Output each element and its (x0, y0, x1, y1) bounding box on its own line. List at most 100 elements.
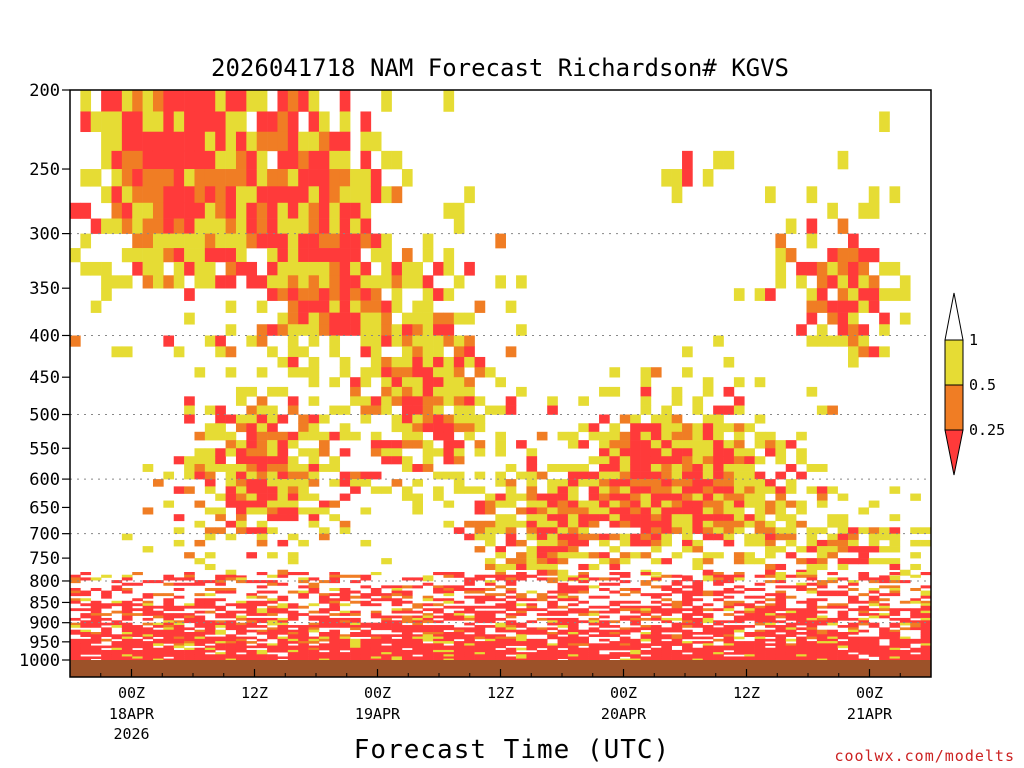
heatmap-cell (101, 629, 112, 633)
heatmap-cell (785, 627, 797, 631)
heatmap-cell (775, 608, 787, 612)
heatmap-cell (298, 656, 309, 659)
heatmap-cell (536, 577, 548, 581)
heatmap-cell (464, 656, 475, 659)
heatmap-cell (267, 507, 278, 515)
heatmap-cell (329, 593, 341, 597)
heatmap-cell (235, 627, 247, 631)
heatmap-cell (682, 539, 693, 547)
heatmap-cell (920, 654, 932, 657)
heatmap-cell (578, 636, 589, 640)
heatmap-cell (246, 620, 258, 624)
heatmap-cell (329, 574, 341, 578)
heatmap-cell (868, 625, 880, 628)
heatmap-cell (547, 464, 558, 472)
heatmap-cell (225, 654, 237, 657)
heatmap-cell (754, 595, 766, 599)
heatmap-cell (412, 647, 423, 651)
heatmap-cell (868, 202, 880, 219)
heatmap-cell (152, 649, 164, 653)
heatmap-cell (806, 569, 818, 576)
heatmap-cell (246, 456, 258, 465)
y-tick-label: 1000 (19, 651, 60, 671)
heatmap-cell (806, 656, 818, 659)
heatmap-cell (775, 514, 787, 522)
heatmap-cell (246, 218, 258, 234)
heatmap-cell (412, 610, 423, 614)
heatmap-cell (682, 150, 693, 170)
heatmap-cell (90, 649, 102, 653)
heatmap-cell (163, 275, 175, 289)
heatmap-cell (277, 479, 289, 487)
heatmap-cell (339, 593, 351, 597)
heatmap-cell (619, 654, 631, 657)
heatmap-cell (101, 131, 112, 152)
heatmap-cell (640, 448, 652, 457)
heatmap-cell (526, 605, 538, 609)
heatmap-cell (650, 514, 662, 522)
heatmap-cell (516, 608, 527, 612)
heatmap-cell (754, 288, 766, 301)
heatmap-cell (505, 647, 517, 651)
heatmap-cell (754, 632, 766, 635)
heatmap-cell (360, 169, 372, 187)
heatmap-cell (557, 595, 569, 599)
heatmap-cell (879, 636, 890, 640)
heatmap-cell (775, 634, 787, 637)
heatmap-cell (443, 396, 455, 406)
heatmap-cell (879, 577, 890, 581)
heatmap-cell (308, 627, 320, 631)
heatmap-cell (412, 500, 423, 508)
heatmap-cell (287, 636, 299, 640)
heatmap-cell (90, 577, 102, 581)
heatmap-cell (121, 638, 133, 642)
heatmap-cell (744, 656, 755, 659)
heatmap-cell (225, 431, 237, 441)
heatmap-cell (547, 603, 558, 607)
heatmap-cell (318, 533, 330, 541)
heatmap-cell (578, 471, 589, 480)
heatmap-cell (557, 622, 569, 626)
heatmap-cell (370, 590, 382, 594)
heatmap-cell (246, 610, 258, 614)
heatmap-cell (360, 131, 372, 152)
heatmap-cell (526, 514, 538, 522)
heatmap-cell (121, 627, 133, 631)
heatmap-cell (350, 479, 361, 487)
heatmap-cell (111, 652, 123, 655)
heatmap-cell (858, 610, 870, 614)
heatmap-cell (401, 636, 413, 640)
heatmap-cell (899, 649, 911, 653)
heatmap-cell (152, 634, 164, 637)
heatmap-cell (298, 448, 309, 457)
heatmap-cell (101, 617, 112, 621)
heatmap-cell (422, 654, 434, 657)
colorbar-label: 0.25 (969, 421, 1005, 439)
heatmap-cell (225, 346, 237, 358)
heatmap-cell (391, 629, 403, 633)
heatmap-cell (464, 634, 475, 637)
heatmap-cell (329, 636, 341, 640)
heatmap-cell (505, 603, 517, 607)
heatmap-cell (318, 324, 330, 336)
heatmap-cell (339, 656, 351, 659)
heatmap-cell (474, 574, 486, 578)
heatmap-cell (287, 493, 299, 501)
heatmap-cell (453, 656, 465, 659)
heatmap-cell (547, 580, 558, 584)
heatmap-cell (744, 632, 755, 635)
heatmap-cell (412, 335, 423, 347)
heatmap-cell (111, 346, 123, 358)
heatmap-cell (599, 539, 610, 547)
heatmap-cell (495, 643, 506, 646)
heatmap-cell (796, 520, 807, 528)
heatmap-cell (713, 638, 724, 642)
source-credit[interactable]: coolwx.com/modelts (834, 747, 1015, 765)
heatmap-cell (868, 643, 880, 646)
heatmap-cell (350, 600, 361, 604)
heatmap-cell (132, 654, 143, 657)
heatmap-cell (267, 464, 278, 472)
heatmap-cell (80, 593, 92, 597)
heatmap-cell (692, 580, 704, 584)
heatmap-cell (443, 367, 455, 378)
